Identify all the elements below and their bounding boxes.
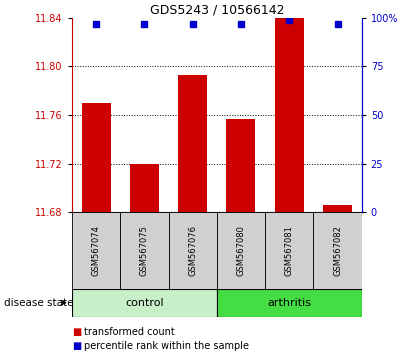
Text: transformed count: transformed count <box>84 327 175 337</box>
Text: GSM567075: GSM567075 <box>140 225 149 276</box>
Bar <box>72 289 217 317</box>
Text: ■: ■ <box>72 327 81 337</box>
Bar <box>314 212 362 289</box>
Bar <box>169 212 217 289</box>
Bar <box>120 212 169 289</box>
Bar <box>323 205 352 212</box>
Text: control: control <box>125 298 164 308</box>
Bar <box>130 164 159 212</box>
Text: GSM567082: GSM567082 <box>333 225 342 276</box>
Bar <box>81 103 111 212</box>
Text: GSM567074: GSM567074 <box>92 225 101 276</box>
Bar <box>72 212 120 289</box>
Text: GSM567081: GSM567081 <box>285 225 294 276</box>
Bar <box>217 289 362 317</box>
Title: GDS5243 / 10566142: GDS5243 / 10566142 <box>150 4 284 17</box>
Bar <box>178 75 207 212</box>
Text: arthritis: arthritis <box>267 298 311 308</box>
Text: ■: ■ <box>72 341 81 351</box>
Text: GSM567076: GSM567076 <box>188 225 197 276</box>
Text: GSM567080: GSM567080 <box>236 225 245 276</box>
Text: percentile rank within the sample: percentile rank within the sample <box>84 341 249 351</box>
Bar <box>226 119 256 212</box>
Bar <box>265 212 314 289</box>
Text: disease state: disease state <box>4 298 74 308</box>
Bar <box>275 18 304 212</box>
Bar <box>217 212 265 289</box>
